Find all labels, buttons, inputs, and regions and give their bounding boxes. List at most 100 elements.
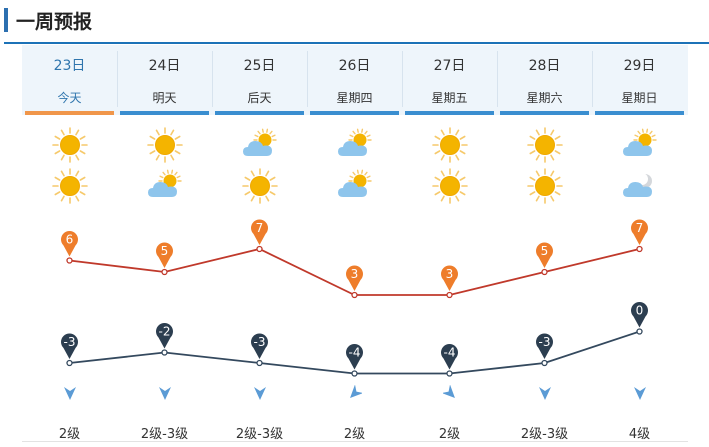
south-wind-icon <box>633 385 647 401</box>
column-separator <box>497 51 498 107</box>
low-temp-point: 0 <box>631 301 648 335</box>
sun-icon <box>430 168 470 204</box>
partly-cloudy-icon <box>145 168 185 204</box>
page-title: 一周预报 <box>16 11 93 33</box>
day-tab-2[interactable]: 24日 明天 <box>117 45 212 115</box>
day-date: 23日 <box>53 58 86 74</box>
low-temp-value-label: -3 <box>254 335 266 349</box>
sun-icon <box>430 127 470 163</box>
low-temp-point: -3 <box>251 333 268 367</box>
high-temp-marker <box>251 219 268 245</box>
day-date: 25日 <box>243 58 276 74</box>
high-temp-point: 5 <box>535 242 553 276</box>
active-tab-indicator <box>25 111 114 115</box>
wind-level-label: 4级 <box>628 427 651 442</box>
high-temp-marker <box>631 219 648 245</box>
low-temp-dot <box>636 328 643 335</box>
low-temp-dot <box>351 370 358 377</box>
wind-level-label: 2级 <box>438 427 461 442</box>
low-temp-value-label: -2 <box>159 325 171 339</box>
high-temp-value-label: 5 <box>161 244 169 258</box>
sun-icon <box>50 127 90 163</box>
day-weekday: 星期五 <box>431 91 468 105</box>
southwest-wind-icon <box>348 384 363 401</box>
title-accent-bar <box>4 8 8 32</box>
low-temp-marker <box>441 343 458 370</box>
day-weekday: 后天 <box>247 91 272 105</box>
forecast-day-tabs: 23日 今天 24日 明天 25日 后天 26日 星期四 27日 星期五 28日 星期六 29日 星期日 <box>22 45 688 115</box>
cloudy-moon-icon <box>620 168 660 204</box>
high-temp-dot <box>161 268 168 276</box>
high-temp-marker <box>156 242 173 268</box>
high-temp-value-label: 6 <box>66 233 74 247</box>
column-separator <box>117 51 118 107</box>
high-temp-marker <box>345 265 363 291</box>
partly-cloudy-icon <box>335 127 375 163</box>
south-wind-icon <box>538 385 552 401</box>
south-wind-icon <box>158 385 172 401</box>
sun-icon <box>145 127 185 163</box>
day-tab-3[interactable]: 25日后天 <box>212 45 307 115</box>
wind-level-label: 2级-3级 <box>140 427 189 442</box>
day-tab-7[interactable]: 29日星期日 <box>592 45 687 115</box>
tab-indicator <box>120 111 209 115</box>
day-weekday: 今天 <box>57 91 82 105</box>
tab-indicator <box>310 111 399 115</box>
column-separator <box>592 51 593 107</box>
low-temp-value-label: 0 <box>636 304 644 318</box>
day-date: 27日 <box>433 58 466 74</box>
high-temp-dot <box>351 291 358 299</box>
high-temp-value-label: 7 <box>636 221 644 235</box>
wind-level-label: 2级 <box>343 427 366 442</box>
low-temp-value-label: -3 <box>539 335 551 349</box>
low-temp-value-label: -4 <box>444 346 456 360</box>
low-temp-dot <box>66 359 73 367</box>
southeast-wind-icon <box>441 384 457 401</box>
low-temp-marker <box>345 343 363 370</box>
partly-cloudy-icon <box>335 168 375 204</box>
day-date: 29日 <box>623 58 656 74</box>
south-wind-icon <box>63 385 77 401</box>
day-weekday: 星期日 <box>621 91 658 105</box>
high-temp-point: 7 <box>631 219 648 253</box>
high-temp-marker <box>441 265 458 291</box>
high-temp-value-label: 7 <box>256 221 264 235</box>
low-temp-value-label: -4 <box>349 346 361 360</box>
low-temp-dot <box>161 349 168 356</box>
sun-icon <box>240 168 280 204</box>
sun-icon <box>525 127 565 163</box>
day-tab-5[interactable]: 27日星期五 <box>402 45 497 115</box>
south-wind-icon <box>253 385 267 401</box>
day-tab-6[interactable]: 28日星期六 <box>497 45 592 115</box>
high-temp-point: 6 <box>61 230 78 264</box>
high-temp-dot <box>256 245 263 253</box>
day-tab-4[interactable]: 26日 星期四 <box>307 45 402 115</box>
sun-icon <box>50 168 90 204</box>
wind-level-label: 2级-3级 <box>520 427 569 442</box>
tab-indicator <box>500 111 589 115</box>
high-temp-dot <box>541 268 548 276</box>
wind-level-label: 2级 <box>58 427 81 442</box>
low-temp-marker <box>156 322 173 349</box>
title-divider <box>4 42 709 44</box>
low-temp-point: -2 <box>156 322 173 356</box>
day-date: 28日 <box>528 58 561 74</box>
high-temp-point: 3 <box>345 265 363 299</box>
high-temp-value-label: 3 <box>446 267 454 281</box>
low-temp-point: -3 <box>61 333 78 367</box>
tab-indicator <box>405 111 494 115</box>
low-temp-dot <box>541 359 548 367</box>
column-separator <box>212 51 213 107</box>
day-tab-1[interactable]: 23日今天 <box>22 45 117 115</box>
high-temp-point: 5 <box>156 242 173 276</box>
high-temp-point: 3 <box>441 265 458 299</box>
column-separator <box>307 51 308 107</box>
day-date: 26日 <box>338 58 371 74</box>
low-temp-point: -3 <box>535 333 553 367</box>
low-temp-dot <box>446 370 453 377</box>
sun-icon <box>525 168 565 204</box>
day-weekday: 星期六 <box>526 91 563 105</box>
section-header: 一周预报 <box>0 0 709 44</box>
low-temp-marker <box>61 333 78 359</box>
